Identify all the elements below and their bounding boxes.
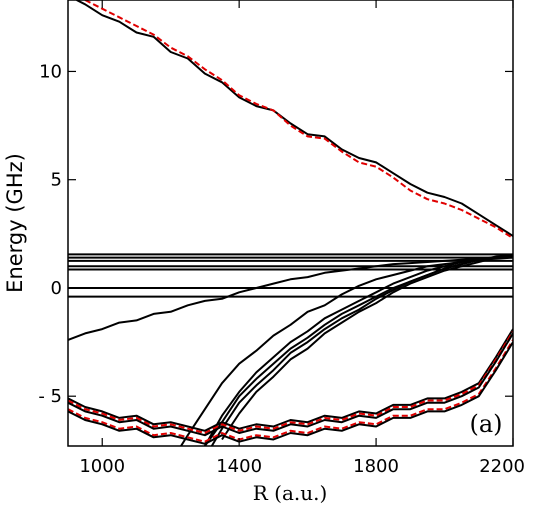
y-tick-label: 0 (51, 278, 62, 299)
panel-label: (a) (469, 410, 502, 438)
x-tick-label: 2200 (479, 456, 525, 477)
computed-curve-13 (221, 254, 513, 441)
x-tick-label: 1400 (216, 456, 262, 477)
computed-curve-12 (210, 253, 513, 446)
computed-curve-15 (68, 328, 513, 432)
y-tick-label: 5 (51, 170, 62, 191)
x-tick-label: 1000 (79, 456, 125, 477)
computed-curve-17 (68, 332, 513, 437)
series-layer (68, 0, 513, 446)
y-axis-title: Energy (GHz) (3, 153, 27, 293)
x-tick-label: 1800 (353, 456, 399, 477)
computed-curve-19 (68, 341, 513, 445)
ticks-layer: 1000 1400 1800 2200 10 5 0 - 5 (38, 0, 525, 477)
computed-curve-9 (68, 255, 513, 341)
computed-curve-14 (180, 256, 513, 446)
y-tick-label: - 5 (38, 386, 62, 407)
model-curve-18 (68, 339, 513, 443)
y-tick-label: 10 (39, 61, 62, 82)
model-curve-1 (84, 0, 513, 240)
model-curve-16 (68, 330, 513, 434)
computed-curve-0 (76, 0, 513, 237)
plot-frame (67, 0, 514, 447)
x-axis-title: R (a.u.) (253, 481, 328, 505)
